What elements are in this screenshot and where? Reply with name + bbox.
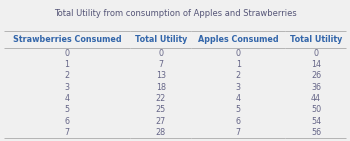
Text: Total Utility from consumption of Apples and Strawberries: Total Utility from consumption of Apples… — [54, 9, 296, 17]
